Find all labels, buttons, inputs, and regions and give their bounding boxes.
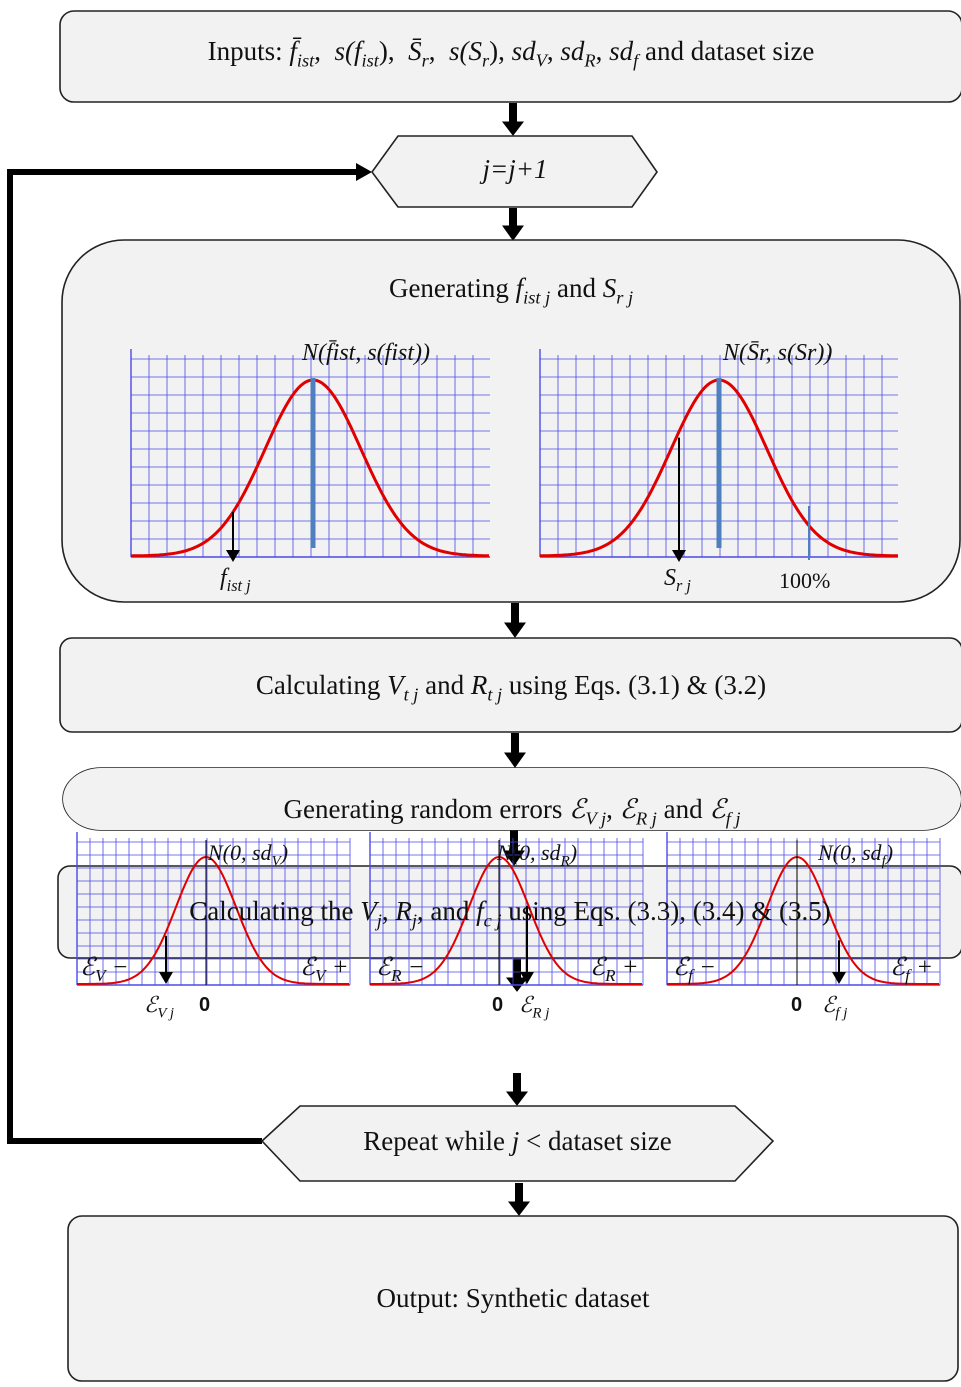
error-plot-v-sample-arrow-head — [159, 972, 173, 984]
error-plot-r-sample-arrow-head — [520, 972, 534, 984]
error-plot-v-curve — [77, 856, 349, 985]
plot-right-sample-arrow-head — [672, 550, 686, 562]
repeat-box-shape — [260, 1105, 775, 1182]
error-plot-f-dist-label: N(0, sdf) — [818, 840, 894, 870]
loop-back-arrow — [7, 163, 372, 1144]
plot-right-arrow-label: Sr j — [664, 565, 691, 595]
error-plot-f-arrow-label: ℰf j — [822, 992, 848, 1022]
error-plot-f-plus: ℰf + — [890, 954, 933, 985]
error-plot-f-curve — [667, 855, 939, 985]
generating-box-title: Generating fist j and Sr j — [388, 273, 634, 308]
error-plot-v-dist-label: N(0, sdV) — [208, 840, 289, 870]
increment-box-shape — [371, 135, 658, 208]
calc-vj-box-text: Calculating the Vj, Rj, and fc j using E… — [189, 896, 831, 931]
calc-vt-box-text: Calculating Vt j and Rt j using Eqs. (3.… — [255, 670, 767, 705]
error-plot-r-minus: ℰR − — [376, 954, 425, 985]
plot-left-arrow-label: fist j — [220, 565, 251, 595]
error-plot-v-zero: 0 — [199, 994, 211, 1016]
flow-arrows — [501, 103, 531, 1216]
plot-right-limit-label: 100% — [779, 568, 831, 593]
plot-right-dist-label: N(S̄r, s(Sr)) — [723, 340, 833, 366]
plot-left-sample-arrow-head — [226, 550, 240, 562]
error-plot-v-arrow-label: ℰV j — [144, 992, 175, 1022]
error-plot-v-minus: ℰV − — [80, 954, 129, 985]
generating-box-shape — [61, 239, 961, 603]
plot-left-curve — [130, 378, 489, 558]
error-plot-r-curve — [370, 856, 642, 985]
plot-left-dist-label: N(f̄ist, s(fist)) — [302, 340, 431, 366]
inputs-box-shape — [59, 10, 961, 103]
output-box-shape — [67, 1215, 959, 1382]
output-box-text: Output: Synthetic dataset — [376, 1283, 650, 1313]
error-plot-r-dist-label: N(0, sdR) — [497, 840, 578, 870]
error-plot-f-minus: ℰf − — [673, 954, 716, 985]
distribution-plots — [76, 349, 941, 986]
error-plot-r-zero: 0 — [492, 994, 504, 1016]
error-plot-f-zero: 0 — [791, 994, 803, 1016]
error-plot-r-arrow-label: ℰR j — [519, 992, 550, 1022]
errors-box-body — [63, 768, 961, 830]
error-plot-f-sample-arrow-head — [832, 972, 846, 984]
inputs-box-text: Inputs: f̄ist, s(fist), S̄r, s(Sr), sdV,… — [207, 36, 815, 71]
repeat-box-text: Repeat while j < dataset size — [363, 1126, 672, 1156]
error-plot-r-plus: ℰR + — [590, 954, 639, 985]
errors-box-title: Generating random errors ℰV j, ℰR j and … — [283, 794, 741, 829]
calc-vt-box-shape — [59, 637, 961, 733]
error-plot-v-plus: ℰV + — [300, 954, 349, 985]
increment-box-text: j=j+1 — [482, 154, 548, 184]
